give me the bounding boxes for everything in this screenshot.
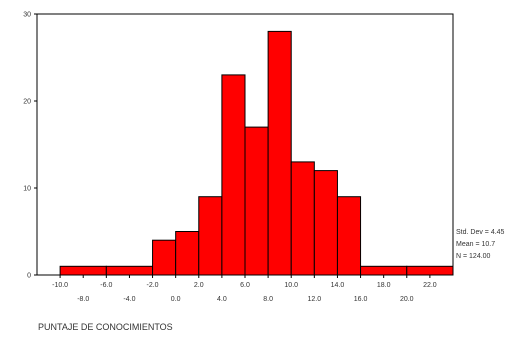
stat-line: Std. Dev = 4.45 <box>456 229 505 236</box>
x-tick-label: 14.0 <box>331 282 345 289</box>
x-tick-label: 20.0 <box>400 296 414 303</box>
histogram-bar <box>59 265 107 276</box>
stat-line: Mean = 10.7 <box>456 241 495 248</box>
x-tick-label: 4.0 <box>217 296 227 303</box>
histogram-bar <box>152 239 177 276</box>
x-tick-label: 16.0 <box>354 296 368 303</box>
x-tick-label: -4.0 <box>123 296 135 303</box>
y-tick-label: 20 <box>23 99 31 106</box>
x-tick-label: 12.0 <box>308 296 322 303</box>
histogram-bars <box>59 30 454 276</box>
y-tick-label: 0 <box>27 273 31 280</box>
histogram-bar <box>267 30 292 276</box>
x-tick-label: -2.0 <box>147 282 159 289</box>
x-tick-label: -6.0 <box>100 282 112 289</box>
y-axis-ticks: 0 10 20 30 <box>23 12 37 280</box>
histogram-bar <box>198 196 223 276</box>
summary-statistics: Std. Dev = 4.45 Mean = 10.7 N = 124.00 <box>456 229 505 260</box>
stat-line: N = 124.00 <box>456 253 491 260</box>
x-axis-label: PUNTAJE DE CONOCIMIENTOS <box>38 322 173 332</box>
x-tick-label: 2.0 <box>194 282 204 289</box>
histogram-bar <box>244 126 269 276</box>
histogram-bar <box>221 74 246 276</box>
x-tick-label: 8.0 <box>263 296 273 303</box>
y-tick-label: 10 <box>23 186 31 193</box>
x-tick-label: 18.0 <box>377 282 391 289</box>
histogram-bar <box>290 161 315 276</box>
x-tick-label: 10.0 <box>284 282 298 289</box>
histogram-bar <box>105 265 154 276</box>
histogram-bar <box>406 265 454 276</box>
x-tick-label: 22.0 <box>423 282 437 289</box>
x-tick-label: -8.0 <box>77 296 89 303</box>
histogram-bar <box>336 196 362 276</box>
histogram-bar <box>360 265 408 276</box>
histogram-bar <box>313 170 338 276</box>
y-tick-label: 30 <box>23 12 31 19</box>
x-tick-label: -10.0 <box>52 282 68 289</box>
x-axis-ticks: -10.0 -6.0 -2.0 2.0 6.0 10.0 14.0 18.0 22.0 -8.0 -… <box>52 275 437 303</box>
x-tick-label: 0.0 <box>171 296 181 303</box>
x-tick-label: 6.0 <box>240 282 250 289</box>
histogram-bar <box>175 231 200 276</box>
